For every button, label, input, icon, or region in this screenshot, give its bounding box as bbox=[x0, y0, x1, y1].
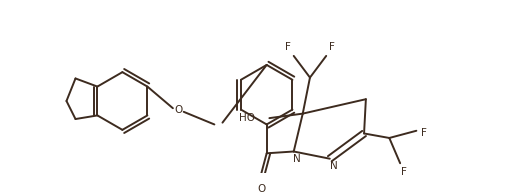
Text: N: N bbox=[294, 154, 301, 164]
Text: O: O bbox=[174, 105, 182, 115]
Text: F: F bbox=[329, 42, 334, 52]
Text: O: O bbox=[257, 184, 265, 192]
Text: N: N bbox=[329, 161, 337, 171]
Text: F: F bbox=[286, 42, 291, 52]
Text: F: F bbox=[420, 127, 427, 137]
Text: F: F bbox=[401, 167, 407, 177]
Text: HO: HO bbox=[239, 113, 255, 123]
